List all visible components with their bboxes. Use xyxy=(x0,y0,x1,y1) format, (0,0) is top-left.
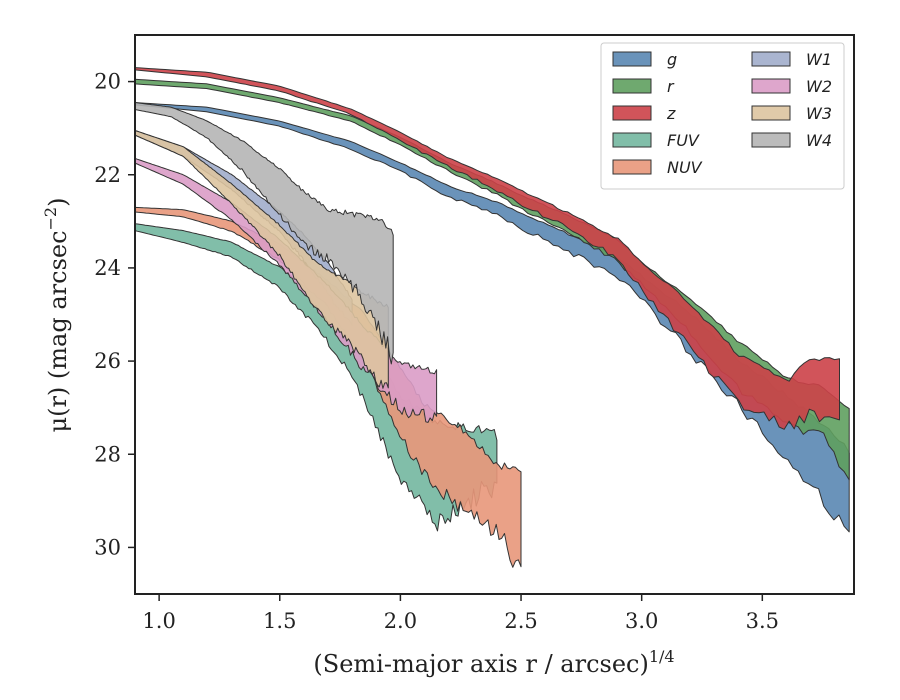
x-tick-label: 1.5 xyxy=(263,609,296,633)
area-z xyxy=(134,67,840,430)
area-w4 xyxy=(134,102,394,365)
y-axis-title: μ(r) (mag arcsec−2) xyxy=(41,198,72,433)
y-axis: 20 22 24 26 28 30 xyxy=(94,70,135,559)
x-axis-title-text: (Semi-major axis r / arcsec) xyxy=(313,650,648,678)
area-w3 xyxy=(134,130,389,389)
y-axis-title-exponent: −2 xyxy=(41,207,60,231)
x-axis-title: (Semi-major axis r / arcsec)1/4 xyxy=(313,647,674,678)
y-tick-label: 22 xyxy=(94,163,121,187)
x-tick-label: 2.0 xyxy=(384,609,417,633)
y-tick-label: 20 xyxy=(94,70,121,94)
legend-swatch-w4 xyxy=(751,132,791,148)
y-tick-label: 30 xyxy=(94,535,121,559)
legend-swatch-g xyxy=(612,51,652,67)
legend: grz FUV NUV W1 W2 W3 W4 xyxy=(600,42,845,190)
x-tick-label: 2.5 xyxy=(504,609,537,633)
x-tick-label: 3.0 xyxy=(625,609,658,633)
x-tick-label: 3.5 xyxy=(746,609,779,633)
legend-label-nuv: NUV xyxy=(667,158,703,177)
x-axis: 1.0 1.5 2.0 2.5 3.0 3.5 xyxy=(142,594,779,633)
legend-label-g: g xyxy=(667,50,677,69)
legend-label-w3: W3 xyxy=(806,104,832,123)
legend-label-w4: W4 xyxy=(806,131,832,150)
x-tick-label: 1.0 xyxy=(142,609,175,633)
legend-label-z: z xyxy=(666,104,676,123)
legend-swatch-z xyxy=(612,105,652,121)
plot-frame xyxy=(134,34,855,595)
legend-label-w2: W2 xyxy=(806,77,832,96)
profile-areas xyxy=(134,67,850,568)
x-axis-title-exponent: 1/4 xyxy=(649,647,675,666)
area-g xyxy=(134,102,850,533)
legend-swatch-w1 xyxy=(751,51,791,67)
legend-swatch-nuv xyxy=(612,159,652,175)
y-tick-label: 24 xyxy=(94,256,121,280)
y-tick-label: 28 xyxy=(94,442,121,466)
legend-label-fuv: FUV xyxy=(667,131,700,150)
legend-swatch-w2 xyxy=(751,78,791,94)
legend-label-w1: W1 xyxy=(806,50,832,69)
y-tick-label: 26 xyxy=(94,349,121,373)
legend-label-r: r xyxy=(667,77,675,96)
legend-swatch-w3 xyxy=(751,105,791,121)
legend-swatch-r xyxy=(612,78,652,94)
y-axis-title-text: μ(r) (mag arcsec xyxy=(44,230,72,432)
y-axis-title-close: ) xyxy=(44,198,72,207)
legend-swatch-fuv xyxy=(612,132,652,148)
